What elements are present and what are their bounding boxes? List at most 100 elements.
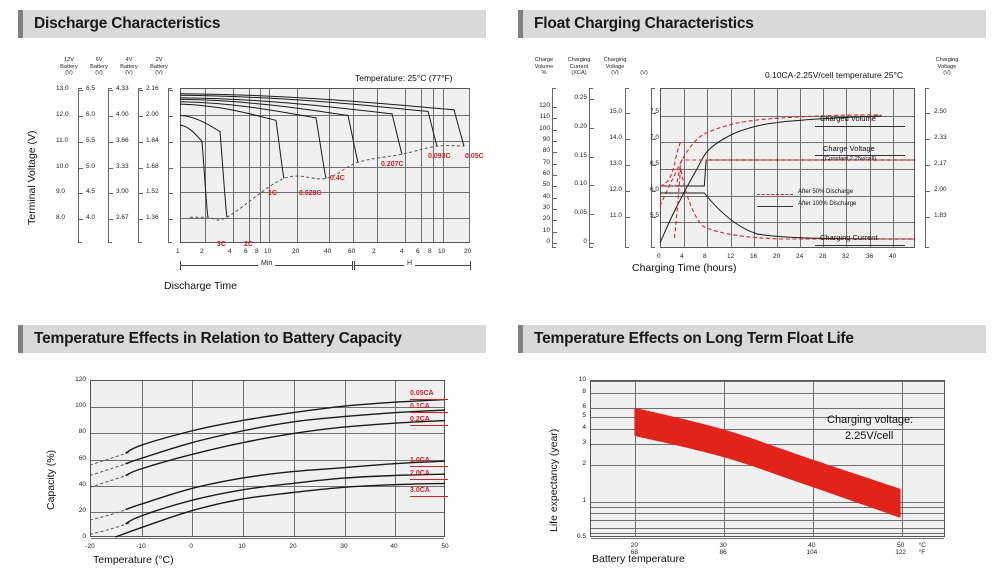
axis-tick-label: 13.0 <box>609 160 622 167</box>
chart2-underline-charge-voltage <box>815 155 905 156</box>
chart1-curves <box>179 93 465 221</box>
gridline <box>777 89 778 247</box>
chart2-plot-area <box>660 88 915 248</box>
header-accent-bar <box>518 325 523 353</box>
gridline <box>433 89 434 242</box>
axis-tick-mark <box>590 157 594 158</box>
gridline <box>294 381 295 536</box>
axis-tick-label: 4.5 <box>86 188 96 195</box>
axis-tick-mark <box>109 142 113 143</box>
axis-tick-label: 0 <box>546 238 550 245</box>
gridline <box>684 89 685 247</box>
chart1-y-axis-title: Terminal Voltage (V) <box>26 130 38 225</box>
axis-tick-label: 0.10 <box>574 180 587 187</box>
x-axis-tick-label: 40 <box>390 543 398 550</box>
x-axis-tick-label-f: 68 <box>630 549 638 556</box>
axis-tick-mark <box>79 193 83 194</box>
axis-tick-mark <box>553 175 557 176</box>
curve-label-underline-0.1CA <box>410 412 448 413</box>
x-axis-tick-label: 20 <box>289 543 297 550</box>
curve-label-0.2CA: 0.2CA <box>410 416 430 423</box>
gridline <box>813 381 814 536</box>
axis-tick-label: 100 <box>539 125 550 132</box>
axis-tick-label: 5.5 <box>649 212 659 219</box>
gridline <box>661 196 914 197</box>
axis-tick-label: 6.0 <box>649 186 659 193</box>
axis-tick-label: 0.20 <box>574 123 587 130</box>
curve-label-underline-2.0CA <box>410 479 448 480</box>
x-axis-tick-label: 0 <box>657 253 661 260</box>
gridline <box>443 89 444 242</box>
axis-tick-label: 90 <box>542 136 550 143</box>
curve-label-0.628C: 0.628C <box>299 190 322 197</box>
axis-tick-mark <box>652 139 656 140</box>
axis-tick-mark <box>553 164 557 165</box>
chart2-condition-annotation: 0.10CA-2.25V/cell temperature 25°C <box>765 70 904 80</box>
axis-tick-mark <box>590 214 594 215</box>
x-axis-tick-label: 2 <box>200 248 204 255</box>
axis-tick-label: 2.33 <box>934 134 947 141</box>
axis-tick-mark <box>139 219 143 220</box>
panel-header-discharge: Discharge Characteristics <box>18 10 486 38</box>
axis-tick-label: 12.0 <box>56 111 69 118</box>
axis-tick-label: 15.0 <box>609 108 622 115</box>
axis-tick-label: 7.0 <box>649 134 659 141</box>
gridline <box>591 507 944 508</box>
chart2-underline-charging-current <box>815 245 905 246</box>
gridline <box>243 381 244 536</box>
axis-charging-current <box>589 88 594 248</box>
axis-tick-mark <box>652 191 656 192</box>
legend-marker-50-discharge <box>757 194 793 195</box>
chart4-y-axis-title: Life expectancy (year) <box>548 428 560 532</box>
axis-tick-mark <box>79 142 83 143</box>
gridline <box>353 89 354 242</box>
chart2-label-constant-voltage: (Constant 2.25v/cell) <box>823 156 877 162</box>
x-range-label: H <box>404 260 416 267</box>
axis-tick-label: 3.00 <box>116 188 129 195</box>
axis-tick-label: 2.00 <box>146 111 159 118</box>
y-axis-tick-label: 80 <box>78 428 86 435</box>
x-axis-tick-label: 30 <box>340 543 348 550</box>
discharge-curve-0.05C <box>179 93 465 147</box>
axis-cell-voltage <box>651 88 656 248</box>
axis-tick-mark <box>553 243 557 244</box>
discharge-curve-0.4C <box>179 98 359 163</box>
capacity-curve-0.2CA <box>125 419 446 477</box>
panel-title-discharge: Discharge Characteristics <box>34 15 221 32</box>
axis-tick-label: 110 <box>539 113 550 120</box>
curve-label-underline-0.05CA <box>410 399 448 400</box>
chart2-underline-charged-volume <box>815 126 905 127</box>
gridline <box>345 381 346 536</box>
axis-tick-label: 1.36 <box>146 214 159 221</box>
x-axis-tick-label: 60 <box>348 248 356 255</box>
chart4-annotation-line2: 2.25V/cell <box>845 430 894 442</box>
axis-tick-mark <box>652 113 656 114</box>
axis-tick-mark <box>652 217 656 218</box>
axis-tick-label: 6.0 <box>86 111 96 118</box>
x-axis-tick-label: 8 <box>428 248 432 255</box>
x-axis-tick-label: 20 <box>292 248 300 255</box>
axis-tick-label: 6.5 <box>86 85 96 92</box>
gridline <box>591 393 944 394</box>
axis-tick-label: 1.84 <box>146 137 159 144</box>
axis-tick-label: 11.0 <box>56 137 69 144</box>
axis-tick-mark <box>79 219 83 220</box>
axis-tick-mark <box>109 193 113 194</box>
gridline <box>181 218 469 219</box>
axis-tick-mark <box>590 99 594 100</box>
x-axis-tick-label: 32 <box>842 253 850 260</box>
y-axis-tick-label: 10 <box>578 376 586 383</box>
gridline <box>181 115 469 116</box>
scale-header-4v: 4V Battery (V) <box>120 57 138 77</box>
x-axis-tick-label: 10 <box>238 543 246 550</box>
capacity-curve-0.2CA-dashed <box>89 473 131 488</box>
gridline <box>661 222 914 223</box>
gridline <box>591 538 944 539</box>
discharge-curve-1C <box>179 103 285 179</box>
scale-header-charge-volume: Charge Volume% <box>534 57 554 77</box>
chart4-x-axis-title: Battery temperature <box>592 553 685 565</box>
curve-label-1.0CA: 1.0CA <box>410 457 430 464</box>
axis-tick-mark <box>79 116 83 117</box>
discharge-curve-0.628C <box>179 101 327 179</box>
gridline <box>405 89 406 242</box>
